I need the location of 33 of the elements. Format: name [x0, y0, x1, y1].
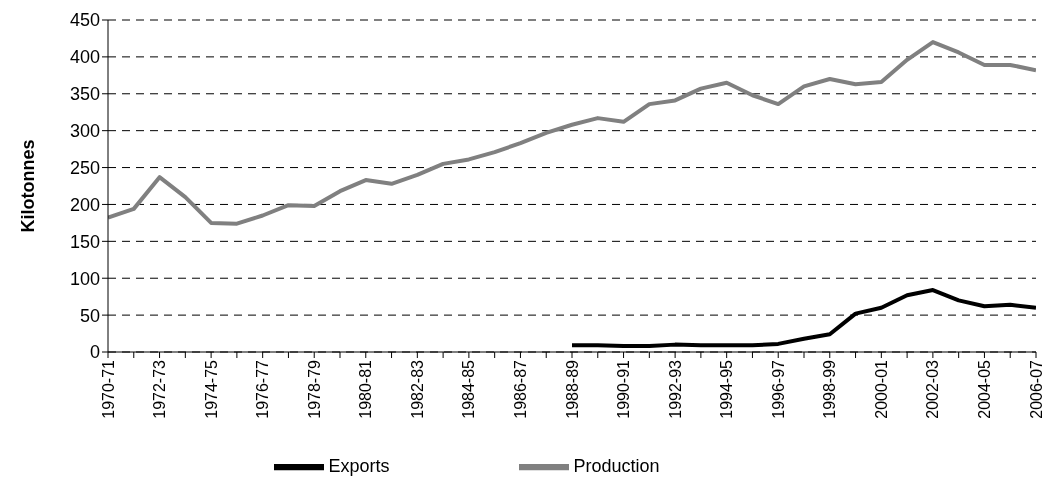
y-tick-label: 150	[69, 231, 100, 252]
x-tick-label: 1988-89	[563, 359, 581, 419]
legend-label: Exports	[328, 455, 390, 476]
y-tick-label: 0	[89, 342, 100, 363]
y-tick-label: 300	[69, 121, 100, 142]
y-tick-label: 450	[69, 10, 100, 31]
x-tick-label: 1974-75	[202, 359, 220, 419]
y-tick-label: 350	[69, 84, 100, 105]
x-tick-label: 2006-07	[1027, 359, 1045, 419]
y-tick-label: 250	[69, 157, 100, 178]
x-tick-label: 1978-79	[305, 359, 323, 419]
y-axis-title: Kilotonnes	[18, 139, 39, 233]
x-tick-label: 1982-83	[408, 359, 426, 419]
x-tick-label: 1998-99	[821, 359, 839, 419]
x-tick-label: 2002-03	[924, 359, 942, 419]
x-tick-label: 2000-01	[872, 359, 890, 419]
y-tick-label: 50	[79, 305, 100, 326]
x-tick-label: 1992-93	[666, 359, 684, 419]
x-tick-label: 1980-81	[357, 359, 375, 419]
x-tick-label: 1994-95	[718, 359, 736, 419]
x-tick-label: 2004-05	[975, 359, 993, 419]
y-tick-label: 200	[69, 194, 100, 215]
legend-label: Production	[573, 455, 660, 476]
x-tick-label: 1976-77	[254, 359, 272, 419]
x-tick-label: 1986-87	[511, 359, 529, 419]
y-tick-label: 400	[69, 47, 100, 68]
x-tick-label: 1996-97	[769, 359, 787, 419]
x-tick-label: 1984-85	[460, 359, 478, 419]
x-tick-label: 1972-73	[151, 359, 169, 419]
x-tick-label: 1970-71	[99, 359, 117, 419]
x-tick-label: 1990-91	[615, 359, 633, 419]
y-tick-label: 100	[69, 268, 100, 289]
line-series	[108, 40, 1036, 226]
